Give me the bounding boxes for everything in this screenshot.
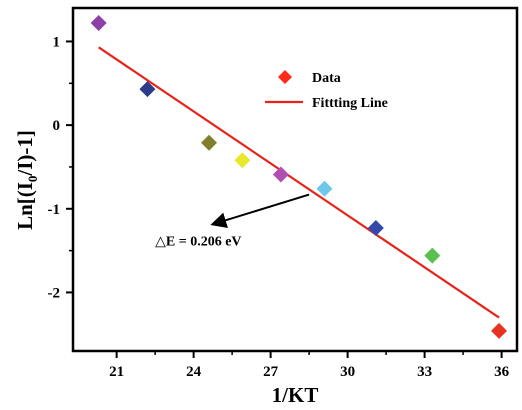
y-tick-label: 1 bbox=[53, 34, 61, 50]
data-point bbox=[273, 166, 289, 182]
x-tick-label: 24 bbox=[186, 364, 202, 380]
axes-group: 21 24 27 30 33 36 1 0 -1 -2 bbox=[48, 34, 510, 380]
data-point bbox=[91, 15, 107, 31]
annotation-arrow bbox=[214, 195, 309, 224]
y-tick-label: -1 bbox=[48, 202, 61, 218]
legend-label: Fittting Line bbox=[312, 96, 388, 111]
x-axis-title: 1/KT bbox=[272, 383, 319, 407]
legend-data-marker bbox=[278, 70, 292, 84]
data-point bbox=[234, 152, 250, 168]
y-axis-title-post: /I)-1] bbox=[13, 130, 37, 177]
x-tick-label: 33 bbox=[417, 364, 432, 380]
x-tick-label: 21 bbox=[109, 364, 124, 380]
data-point bbox=[368, 220, 384, 236]
annotation-label: △E = 0.206 eV bbox=[155, 235, 241, 250]
y-axis-title: Ln[(I0/I)-1] bbox=[13, 130, 40, 230]
fitting-line bbox=[99, 47, 499, 317]
x-tick-label: 27 bbox=[263, 364, 279, 380]
y-tick-label: 0 bbox=[53, 118, 61, 134]
legend-label: Data bbox=[312, 71, 341, 86]
y-tick-label: -2 bbox=[48, 285, 61, 301]
x-tick-label: 36 bbox=[494, 364, 510, 380]
data-point bbox=[317, 181, 333, 197]
data-points-group bbox=[91, 15, 507, 339]
annotation-group: △E = 0.206 eV bbox=[155, 195, 309, 250]
data-point bbox=[424, 248, 440, 264]
x-tick-label: 30 bbox=[340, 364, 355, 380]
y-axis-title-pre: Ln[(I bbox=[13, 182, 37, 230]
legend: Data Fittting Line bbox=[265, 70, 388, 111]
data-point bbox=[201, 135, 217, 151]
fit-line-group bbox=[99, 47, 499, 317]
data-point bbox=[491, 323, 507, 339]
